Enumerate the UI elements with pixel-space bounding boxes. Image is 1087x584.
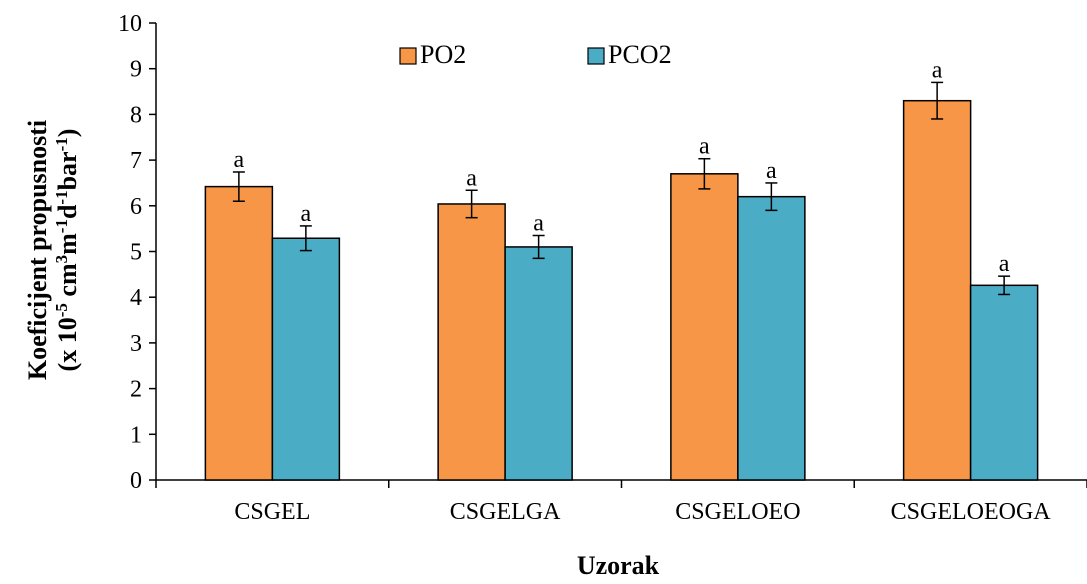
legend-label-po2: PO2 — [420, 40, 466, 69]
y-tick-label: 7 — [130, 148, 142, 174]
significance-labels: a a a a a a a a — [234, 57, 1010, 277]
x-tick-label: CSGELGA — [450, 499, 561, 525]
legend-label-pco2: PCO2 — [608, 40, 672, 69]
y-tick-label: 5 — [130, 240, 142, 266]
bar-pco2-csgeloeo — [737, 195, 806, 481]
significance-label: a — [301, 201, 312, 227]
bar-po2-csgel — [204, 185, 274, 481]
error-bars — [232, 81, 1011, 296]
legend-swatch-po2 — [399, 47, 417, 65]
y-tick-label: 6 — [130, 194, 142, 220]
x-axis-title: Uzorak — [577, 551, 660, 580]
y-axis-title-line2: (x 10-5 cm3m-1d-1bar-1) — [52, 129, 83, 372]
bar-po2-csgeloeoga — [902, 99, 972, 481]
y-tick-label: 4 — [130, 285, 142, 311]
significance-label: a — [533, 211, 544, 237]
y-axis: 0 1 2 3 4 5 6 7 8 9 10 — [118, 11, 157, 494]
y-tick-label: 0 — [130, 468, 142, 494]
y-axis-title: Koeficijent propusnosti (x 10-5 cm3m-1d-1… — [23, 120, 82, 380]
x-tick-label: CSGEL — [234, 499, 310, 525]
bar-po2-csgelga — [437, 203, 506, 481]
y-tick-label: 2 — [130, 377, 142, 403]
y-tick-label: 9 — [130, 57, 142, 83]
legend: PO2 PCO2 — [399, 40, 672, 69]
x-tick-label: CSGELOEO — [675, 499, 800, 525]
legend-swatch-pco2 — [587, 47, 605, 65]
y-tick-label: 8 — [130, 102, 142, 128]
bar-pco2-csgelga — [504, 246, 573, 481]
y-tick-label: 10 — [118, 11, 142, 37]
x-tick-label: CSGELOEOGA — [891, 499, 1052, 525]
significance-label: a — [699, 134, 710, 160]
significance-label: a — [999, 251, 1010, 277]
bar-pco2-csgeloeoga — [969, 284, 1039, 481]
bar-pco2-csgel — [271, 237, 341, 481]
x-axis: CSGEL CSGELGA CSGELOEO CSGELOEOGA — [155, 479, 1087, 525]
significance-label: a — [932, 57, 943, 83]
significance-label: a — [466, 165, 477, 191]
significance-label: a — [234, 147, 245, 173]
y-tick-label: 3 — [130, 331, 142, 357]
y-tick-label: 1 — [130, 422, 142, 448]
significance-label: a — [766, 158, 777, 184]
bar-po2-csgeloeo — [670, 173, 739, 481]
bars — [204, 99, 1039, 481]
y-axis-title-line1: Koeficijent propusnosti — [23, 120, 52, 380]
